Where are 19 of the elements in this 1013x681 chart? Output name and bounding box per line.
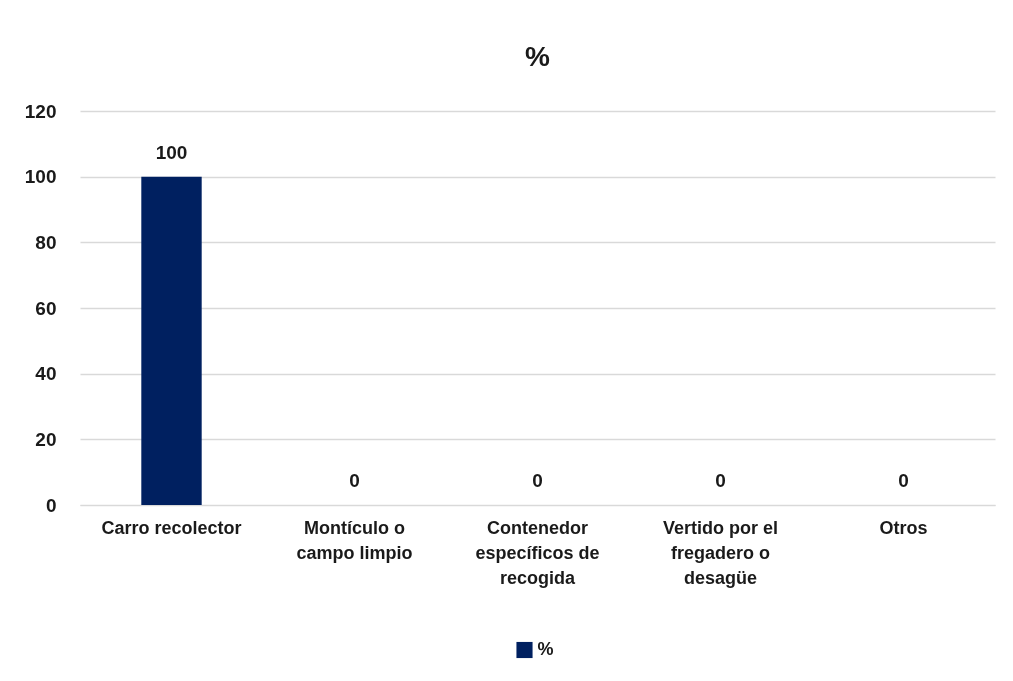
legend-label: %: [537, 639, 554, 659]
y-tick-label: 40: [35, 363, 57, 385]
y-tick-label: 80: [35, 231, 57, 253]
y-tick-label: 100: [24, 166, 57, 188]
x-tick-label: Contenedor específicos de recogida: [475, 517, 600, 588]
data-label: 0: [715, 470, 726, 491]
x-tick-label: Vertido por el fregadero o desagüe: [662, 517, 779, 588]
data-label: 0: [349, 470, 360, 491]
y-tick-label: 60: [35, 297, 57, 319]
data-label: 0: [898, 470, 909, 491]
data-label: 0: [532, 470, 543, 491]
chart-title: %: [525, 41, 551, 72]
x-tick-label: Otros: [879, 517, 928, 538]
x-tick-label: Carro recolector: [101, 517, 242, 538]
x-tick-label: Montículo o campo limpio: [296, 517, 413, 563]
y-tick-label: 20: [35, 428, 57, 450]
y-tick-label: 120: [24, 100, 57, 122]
y-tick-label: 0: [45, 494, 57, 516]
data-label: 100: [155, 141, 188, 163]
